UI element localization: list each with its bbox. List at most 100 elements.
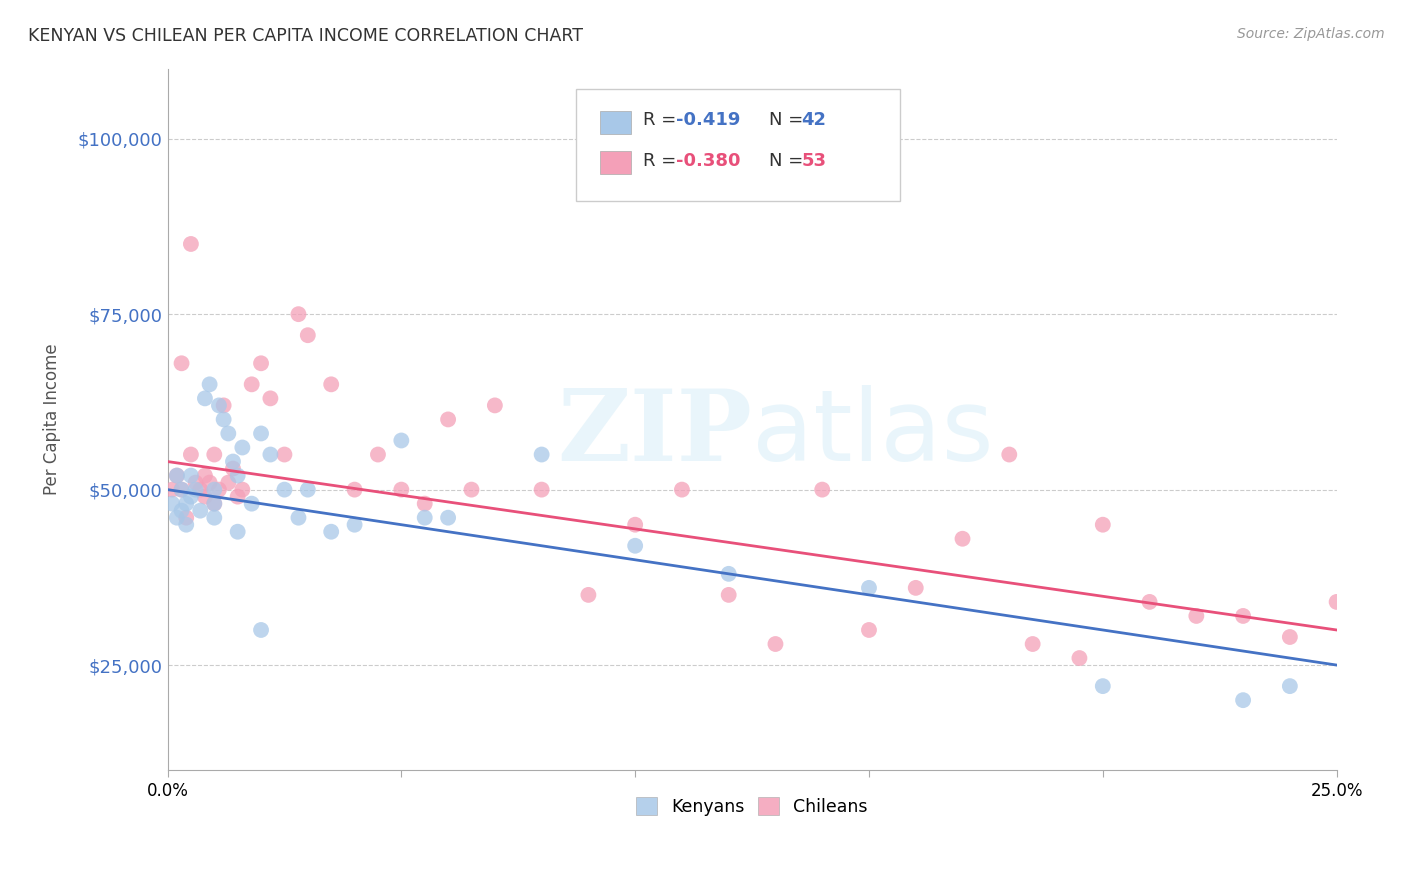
- Point: [212, 412, 235, 426]
- Point: [811, 483, 834, 497]
- Point: [202, 497, 225, 511]
- Point: [998, 448, 1021, 462]
- Point: [180, 468, 202, 483]
- Point: [413, 497, 436, 511]
- Text: N =: N =: [769, 112, 808, 129]
- Point: [321, 524, 343, 539]
- Point: [174, 517, 197, 532]
- Point: [904, 581, 927, 595]
- Point: [484, 398, 506, 412]
- Point: [198, 377, 221, 392]
- Text: 42: 42: [801, 112, 827, 129]
- Point: [194, 490, 217, 504]
- Point: [166, 468, 188, 483]
- Point: [259, 392, 281, 406]
- Point: [413, 510, 436, 524]
- Point: [208, 398, 231, 412]
- Point: [1185, 609, 1208, 624]
- Point: [170, 483, 193, 497]
- Point: [202, 448, 225, 462]
- Point: [287, 307, 309, 321]
- Text: atlas: atlas: [752, 385, 994, 482]
- Point: [297, 483, 319, 497]
- Point: [240, 377, 263, 392]
- Point: [250, 426, 273, 441]
- Point: [671, 483, 693, 497]
- Point: [217, 475, 239, 490]
- Point: [180, 237, 202, 252]
- Point: [222, 461, 245, 475]
- Point: [170, 503, 193, 517]
- Point: [576, 588, 599, 602]
- Point: [343, 517, 366, 532]
- Text: 53: 53: [801, 152, 827, 169]
- Point: [184, 483, 207, 497]
- Point: [1021, 637, 1043, 651]
- Point: [170, 483, 193, 497]
- Point: [194, 392, 217, 406]
- Legend: Kenyans, Chileans: Kenyans, Chileans: [628, 789, 876, 825]
- Point: [180, 448, 202, 462]
- Point: [321, 377, 343, 392]
- Point: [367, 448, 389, 462]
- Point: [194, 468, 217, 483]
- Point: [273, 448, 295, 462]
- Point: [188, 483, 211, 497]
- Point: [1069, 651, 1091, 665]
- Point: [343, 483, 366, 497]
- Point: [202, 497, 225, 511]
- Point: [530, 483, 553, 497]
- Point: [180, 490, 202, 504]
- Point: [717, 588, 740, 602]
- Text: -0.419: -0.419: [676, 112, 741, 129]
- Text: -0.380: -0.380: [676, 152, 741, 169]
- Point: [222, 454, 245, 468]
- Text: Source: ZipAtlas.com: Source: ZipAtlas.com: [1237, 27, 1385, 41]
- Point: [624, 517, 647, 532]
- Point: [217, 426, 239, 441]
- Point: [240, 497, 263, 511]
- Point: [297, 328, 319, 343]
- Point: [437, 510, 460, 524]
- Point: [437, 412, 460, 426]
- Point: [226, 490, 249, 504]
- Point: [160, 483, 183, 497]
- Text: ZIP: ZIP: [557, 385, 752, 482]
- Point: [1232, 693, 1254, 707]
- Text: R =: R =: [643, 112, 682, 129]
- Point: [858, 581, 880, 595]
- Point: [198, 475, 221, 490]
- Point: [1091, 517, 1114, 532]
- Point: [1278, 630, 1301, 644]
- Text: N =: N =: [769, 152, 808, 169]
- Point: [184, 475, 207, 490]
- Point: [259, 448, 281, 462]
- Point: [287, 510, 309, 524]
- Point: [624, 539, 647, 553]
- Point: [858, 623, 880, 637]
- Point: [166, 468, 188, 483]
- Text: KENYAN VS CHILEAN PER CAPITA INCOME CORRELATION CHART: KENYAN VS CHILEAN PER CAPITA INCOME CORR…: [28, 27, 583, 45]
- Text: R =: R =: [643, 152, 682, 169]
- Point: [226, 524, 249, 539]
- Point: [166, 510, 188, 524]
- Point: [226, 468, 249, 483]
- Point: [1278, 679, 1301, 693]
- Point: [1326, 595, 1348, 609]
- Point: [530, 448, 553, 462]
- Point: [202, 483, 225, 497]
- Point: [174, 510, 197, 524]
- Point: [202, 510, 225, 524]
- Y-axis label: Per Capita Income: Per Capita Income: [44, 343, 60, 495]
- Point: [1232, 609, 1254, 624]
- Point: [250, 623, 273, 637]
- Point: [231, 483, 253, 497]
- Point: [170, 356, 193, 370]
- Point: [231, 441, 253, 455]
- Point: [212, 398, 235, 412]
- Point: [952, 532, 974, 546]
- Point: [389, 483, 412, 497]
- Point: [273, 483, 295, 497]
- Point: [460, 483, 482, 497]
- Point: [765, 637, 787, 651]
